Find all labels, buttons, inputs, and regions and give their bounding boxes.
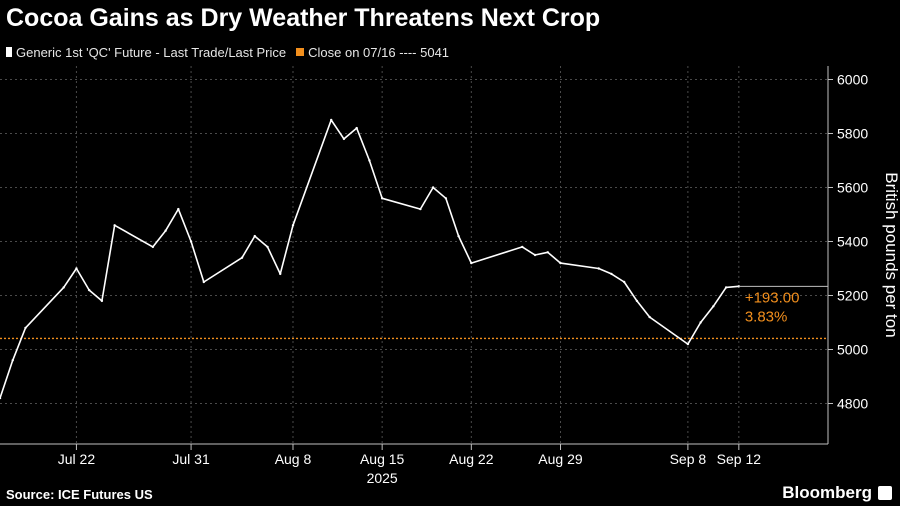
price-point-12 (202, 280, 206, 284)
price-point-36 (648, 315, 651, 319)
price-point-9 (164, 229, 167, 232)
price-point-28 (521, 245, 524, 249)
square-icon (296, 48, 305, 56)
grid-lines (0, 66, 828, 444)
price-point-10 (177, 207, 180, 211)
price-point-5 (87, 288, 91, 292)
x-tick-label-2: Aug 8 (275, 451, 312, 467)
change-annotation: +193.00 (745, 289, 800, 306)
x-tick-label-1: Jul 31 (172, 451, 210, 467)
price-point-25 (444, 197, 448, 200)
price-point-31 (559, 261, 562, 265)
price-point-21 (368, 159, 371, 162)
x-tick-label-5: Aug 29 (538, 451, 583, 467)
price-point-30 (546, 251, 549, 254)
y-tick-label-4: 5600 (837, 180, 868, 196)
price-point-8 (151, 245, 155, 249)
price-point-0 (0, 396, 2, 400)
price-point-27 (470, 261, 473, 265)
y-tick-label-1: 5000 (837, 342, 868, 358)
price-point-7 (113, 224, 116, 227)
price-point-37 (686, 342, 690, 346)
price-point-17 (291, 224, 295, 227)
x-tick-label-3: Aug 15 (360, 451, 405, 467)
price-point-14 (253, 234, 256, 238)
pct-annotation: 3.83% (745, 308, 788, 325)
price-point-20 (355, 126, 358, 130)
price-point-24 (431, 186, 435, 189)
axes (0, 66, 829, 445)
x-tick-label-6: Sep 8 (670, 451, 707, 467)
y-tick-label-0: 4800 (837, 396, 868, 412)
price-point-6 (100, 299, 104, 303)
brand-label: Bloomberg (782, 483, 872, 502)
price-point-15 (266, 245, 269, 249)
price-point-26 (457, 234, 460, 238)
candlestick-icon (6, 47, 12, 57)
price-point-4 (75, 267, 78, 270)
source-note: Source: ICE Futures US (6, 487, 153, 502)
price-point-34 (622, 280, 626, 284)
y-tick-labels: 4800 5000 5200 5400 5600 5800 6000 (828, 72, 868, 412)
chart-title: Cocoa Gains as Dry Weather Threatens Nex… (6, 4, 601, 32)
price-point-13 (240, 256, 244, 259)
x-tick-label-0: Jul 22 (58, 451, 96, 467)
price-line (0, 119, 739, 399)
price-point-38 (699, 321, 702, 324)
price-point-1 (11, 359, 14, 362)
y-tick-label-3: 5400 (837, 234, 868, 250)
price-point-22 (380, 197, 384, 200)
y-tick-label-6: 6000 (837, 72, 868, 88)
bloomberg-icon (878, 486, 892, 500)
legend: Generic 1st 'QC' Future - Last Trade/Las… (6, 44, 459, 60)
price-series (0, 118, 741, 400)
legend-item-price: Generic 1st 'QC' Future - Last Trade/Las… (6, 45, 286, 60)
price-point-19 (342, 137, 346, 141)
x-tick-label-4: Aug 22 (449, 451, 494, 467)
price-point-3 (62, 286, 65, 289)
x-tick-label-7: Sep 12 (717, 451, 762, 467)
price-point-39 (712, 305, 715, 308)
y-tick-label-5: 5800 (837, 126, 868, 142)
price-point-23 (419, 207, 422, 211)
price-point-29 (533, 253, 537, 257)
price-point-40 (724, 286, 728, 289)
price-point-32 (597, 267, 600, 270)
legend-label-reference: Close on 07/16 ---- 5041 (308, 44, 450, 60)
price-point-18 (330, 118, 333, 122)
legend-item-reference: Close on 07/16 ---- 5041 (296, 45, 449, 60)
price-point-35 (635, 299, 639, 303)
legend-label-price: Generic 1st 'QC' Future - Last Trade/Las… (16, 44, 287, 60)
price-point-33 (610, 272, 613, 276)
x-tick-labels: Jul 22 Jul 31 Aug 8 Aug 15 Aug 22 Aug 29 Sep 8… (58, 444, 761, 467)
y-axis-label: British pounds per ton (882, 172, 900, 337)
y-tick-label-2: 5200 (837, 288, 868, 304)
price-point-11 (189, 240, 193, 243)
price-point-2 (24, 326, 27, 330)
price-point-16 (279, 272, 282, 276)
x-year-label: 2025 (367, 470, 398, 486)
brand-logo: Bloomberg (782, 483, 892, 503)
